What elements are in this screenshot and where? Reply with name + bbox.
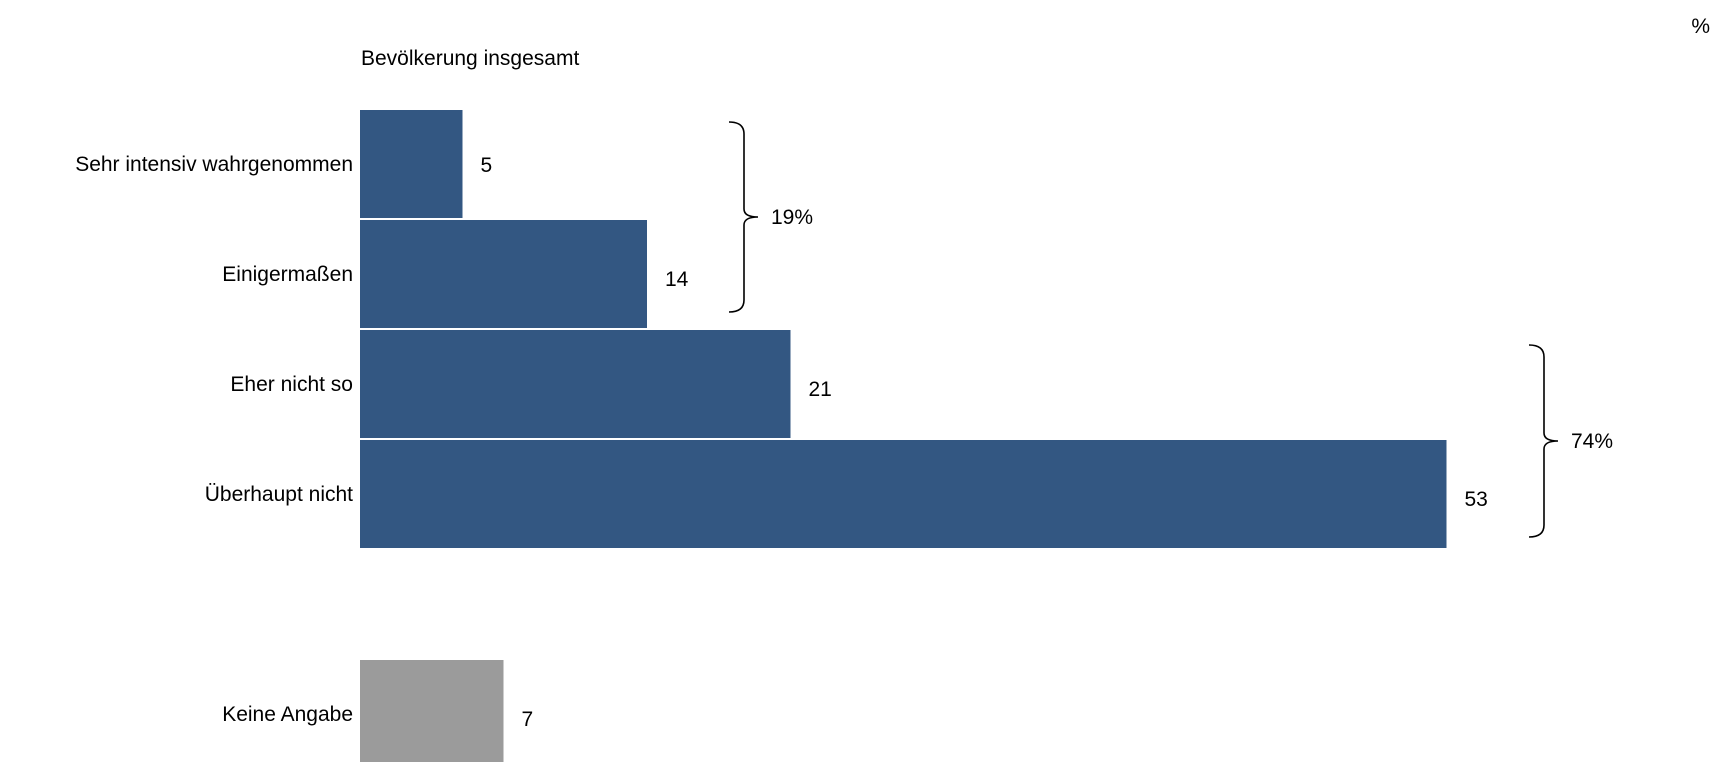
group-total-label: 19% <box>771 206 813 229</box>
category-label: Einigermaßen <box>222 263 353 286</box>
group-bracket <box>1528 344 1559 538</box>
bar-überhaupt-nicht <box>360 440 1447 548</box>
bar-keine-angabe <box>360 660 504 762</box>
chart-subtitle: Bevölkerung insgesamt <box>361 47 579 70</box>
value-label: 21 <box>809 378 832 401</box>
group-total-label: 74% <box>1571 430 1613 453</box>
category-label: Keine Angabe <box>222 703 353 726</box>
value-label: 14 <box>665 268 689 291</box>
bar-eher-nicht-so <box>360 330 791 438</box>
value-label: 53 <box>1465 488 1488 511</box>
value-label: 5 <box>481 154 493 177</box>
category-label: Überhaupt nicht <box>205 483 353 506</box>
category-label: Eher nicht so <box>230 373 353 396</box>
category-label: Sehr intensiv wahrgenommen <box>75 153 353 176</box>
bar-sehr-intensiv-wahrgenommen <box>360 110 463 218</box>
value-label: 7 <box>522 708 534 731</box>
group-bracket <box>728 121 759 313</box>
bar-einigermaßen <box>360 220 647 328</box>
unit-label: % <box>1691 15 1710 38</box>
